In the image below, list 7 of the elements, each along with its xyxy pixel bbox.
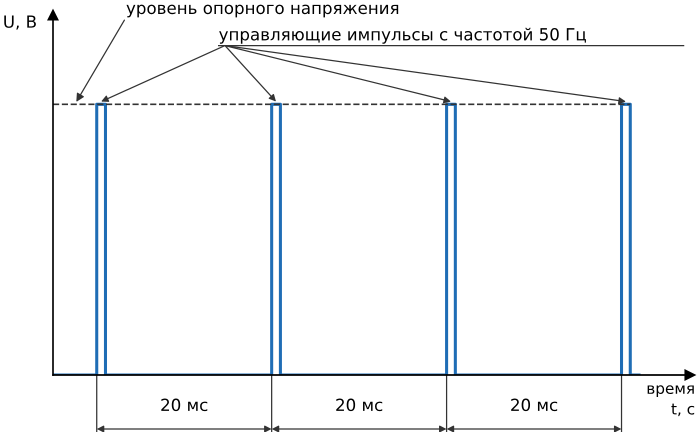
x-axis-title: время t, с <box>648 385 694 416</box>
y-axis-title: U, В <box>4 16 36 30</box>
text: 20 мс <box>161 398 208 412</box>
text: управляющие импульсы с частотой 50 Гц <box>219 28 586 44</box>
text: 20 мс <box>511 398 558 412</box>
ref-line-label: уровень опорного напряжения <box>126 4 398 18</box>
text: 20 мс <box>336 398 382 412</box>
